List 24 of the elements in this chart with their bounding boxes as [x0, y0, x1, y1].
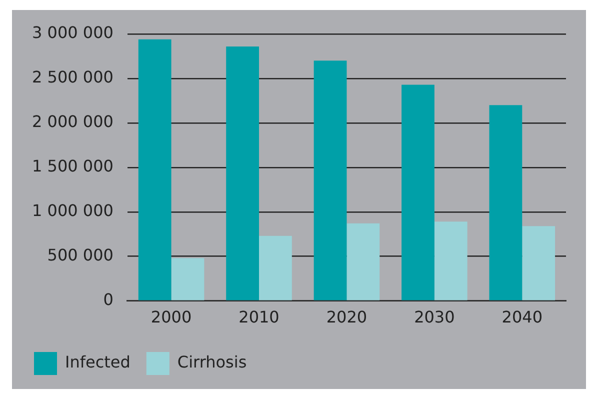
bar: [259, 236, 292, 300]
bar: [346, 223, 380, 300]
y-tick-label: 2 500 000: [32, 68, 114, 87]
x-tick-label: 2020: [326, 308, 368, 327]
legend-label: Infected: [65, 352, 130, 372]
y-tick-label: 500 000: [47, 245, 114, 264]
legend-label: Cirrhosis: [177, 352, 247, 372]
y-tick-label: 1 000 000: [32, 201, 114, 220]
bar: [489, 105, 522, 300]
bar: [402, 84, 434, 300]
bar: [226, 46, 259, 300]
bar: [434, 222, 468, 300]
y-tick-label: 2 000 000: [32, 112, 114, 132]
bar: [171, 258, 204, 300]
y-tick-label: 1 500 000: [32, 156, 114, 176]
bar: [314, 60, 347, 300]
x-tick-label: 2030: [414, 308, 455, 327]
x-tick-label: 2010: [238, 308, 280, 327]
bar: [522, 226, 556, 300]
y-tick-label: 3 000 000: [32, 23, 114, 42]
x-tick-label: 2000: [150, 308, 192, 327]
y-tick-label: 0: [103, 290, 114, 309]
x-tick-label: 2040: [502, 308, 542, 327]
bar: [138, 39, 172, 300]
